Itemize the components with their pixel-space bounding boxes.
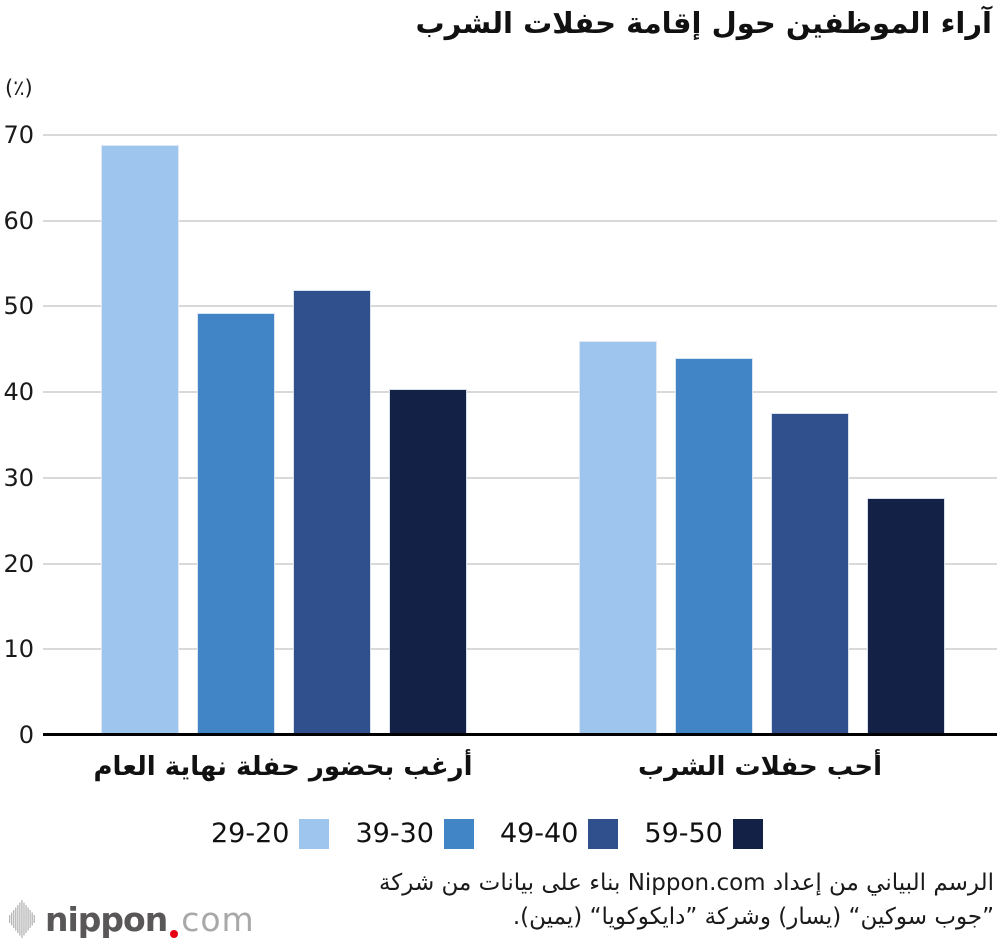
- bar-49-40-group-0: [293, 290, 371, 735]
- bar-29-20-group-1: [579, 340, 657, 735]
- legend-label: 59-50: [644, 818, 723, 849]
- gridline-30: [43, 476, 997, 479]
- y-tick-label-50: 50: [3, 292, 34, 321]
- plot-area: [43, 134, 997, 736]
- bar-59-50-group-1: [867, 498, 945, 735]
- bar-49-40-group-1: [771, 412, 849, 735]
- fan-bars-icon: [9, 900, 35, 938]
- attribution-text: الرسم البياني من إعداد Nippon.com بناء ع…: [274, 866, 994, 934]
- gridline-70: [43, 134, 997, 136]
- gridline-10: [43, 648, 997, 651]
- logo-red-dot-icon: [170, 929, 179, 938]
- bar-59-50-group-0: [389, 388, 467, 735]
- bar-39-30-group-1: [675, 357, 753, 735]
- bar-39-30-group-0: [197, 313, 275, 735]
- logo-brand-text: nippon: [45, 899, 168, 939]
- legend-swatch: [443, 818, 474, 849]
- legend-item-49-40: 49-40: [499, 818, 619, 849]
- x-axis-line: [43, 733, 997, 736]
- legend-label: 29-20: [211, 818, 290, 849]
- legend-label: 39-30: [355, 818, 434, 849]
- category-label-year-end-party: أرغب بحضور حفلة نهاية العام: [93, 752, 473, 782]
- legend-swatch: [588, 818, 619, 849]
- bar-29-20-group-0: [101, 145, 179, 735]
- y-tick-label-0: 0: [18, 721, 34, 749]
- gridline-20: [43, 562, 997, 565]
- category-label-like-drinking-parties: أحب حفلات الشرب: [637, 752, 883, 782]
- logo-wordmark: nippon com: [45, 900, 255, 939]
- legend-swatch: [732, 818, 763, 849]
- nippon-com-logo: nippon com: [8, 899, 255, 939]
- bar-group-1: [579, 340, 945, 735]
- y-tick-label-10: 10: [3, 635, 34, 664]
- y-axis-unit-label: (٪): [5, 76, 33, 100]
- chart-title: آراء الموظفين حول إقامة حفلات الشرب: [415, 6, 992, 40]
- legend: 29-20 39-30 49-40 59-50: [211, 818, 763, 849]
- gridline-40: [43, 391, 997, 394]
- y-tick-label-20: 20: [3, 549, 34, 578]
- gridline-50: [43, 305, 997, 308]
- attribution-line-2: ”جوب سوكين“ (يسار) وشركة ”دايكوكويا“ (يم…: [512, 904, 994, 930]
- gridline-60: [43, 219, 997, 222]
- legend-label: 49-40: [499, 818, 579, 849]
- legend-item-29-20: 29-20: [211, 818, 330, 849]
- logo-tld-text: com: [181, 899, 255, 939]
- y-tick-label-30: 30: [3, 463, 34, 492]
- y-tick-label-70: 70: [3, 121, 34, 149]
- y-tick-label-40: 40: [3, 378, 34, 407]
- legend-item-59-50: 59-50: [644, 818, 763, 849]
- attribution-line-1: الرسم البياني من إعداد Nippon.com بناء ع…: [378, 870, 994, 896]
- y-tick-label-60: 60: [3, 206, 34, 235]
- legend-item-39-30: 39-30: [355, 818, 474, 849]
- bar-group-0: [101, 145, 467, 735]
- legend-swatch: [299, 818, 330, 849]
